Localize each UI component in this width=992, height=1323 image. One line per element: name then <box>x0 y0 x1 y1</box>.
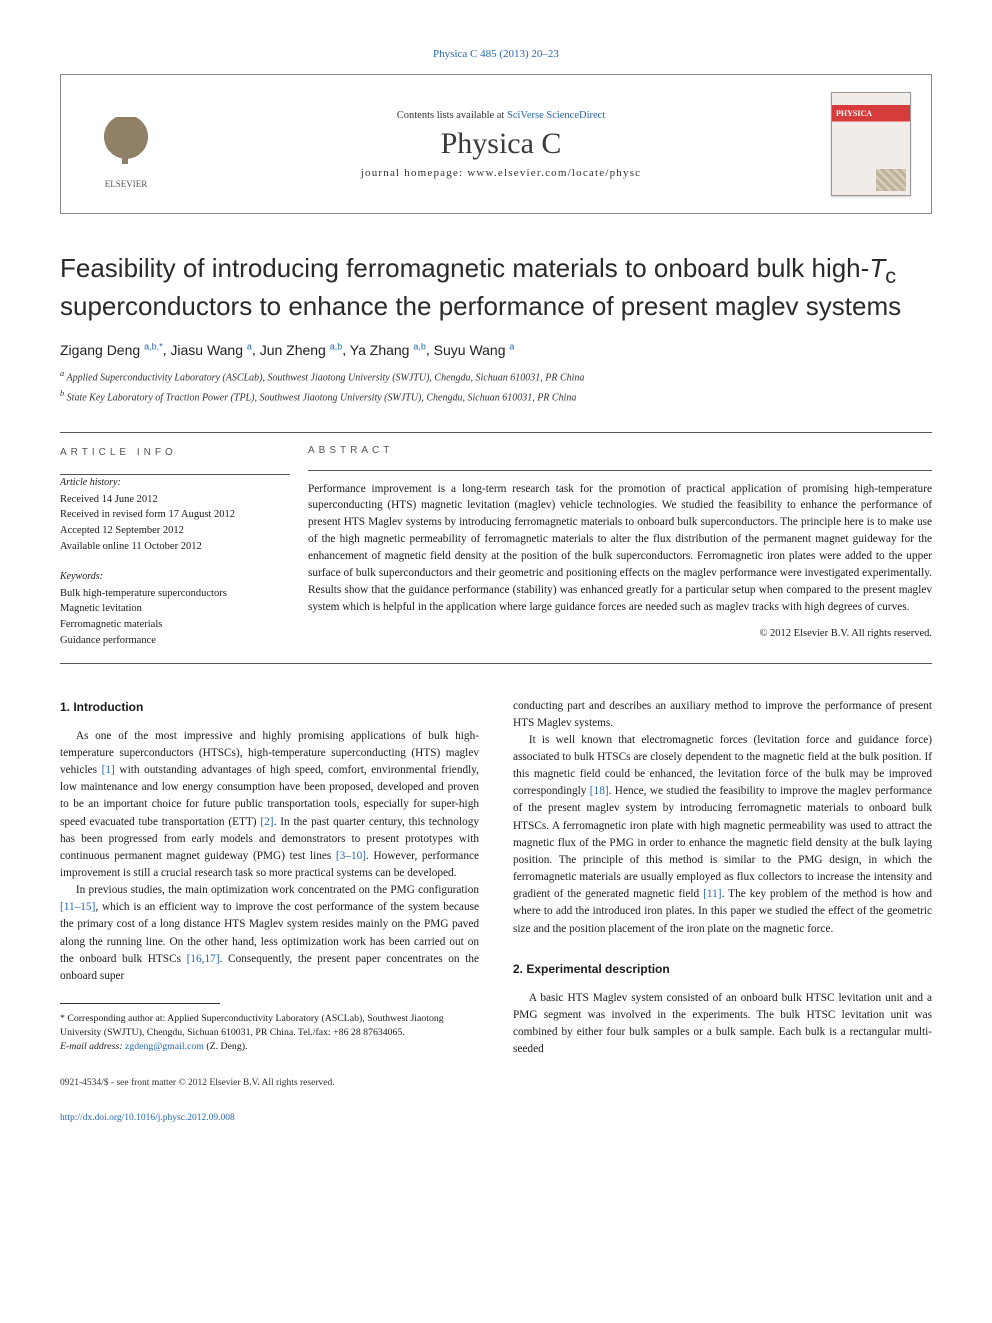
publisher-logo: ELSEVIER <box>61 75 191 213</box>
elsevier-tree-icon <box>95 117 157 179</box>
author: Zigang Deng a,b,* <box>60 342 163 358</box>
article-title: Feasibility of introducing ferromagnetic… <box>60 252 932 323</box>
history-date: Received 14 June 2012 <box>60 492 290 508</box>
corresponding-footnote: * Corresponding author at: Applied Super… <box>60 1012 479 1040</box>
abstract-text: Performance improvement is a long-term r… <box>308 481 932 617</box>
citation[interactable]: [18] <box>590 785 609 797</box>
doi-link[interactable]: http://dx.doi.org/10.1016/j.physc.2012.0… <box>60 1113 235 1123</box>
article-info-head: article info <box>60 445 290 460</box>
citation[interactable]: [16,17] <box>187 953 220 965</box>
history-date: Available online 11 October 2012 <box>60 539 290 555</box>
body-paragraph: It is well known that electromagnetic fo… <box>513 732 932 938</box>
journal-homepage: journal homepage: www.elsevier.com/locat… <box>361 167 642 179</box>
journal-title: Physica C <box>441 127 562 161</box>
abstract-head: abstract <box>308 445 932 456</box>
author-list: Zigang Deng a,b,*, Jiasu Wang a, Jun Zhe… <box>60 341 932 358</box>
body-paragraph: In previous studies, the main optimizati… <box>60 882 479 985</box>
keyword: Magnetic levitation <box>60 601 290 617</box>
citation[interactable]: [11] <box>703 888 721 900</box>
copyright-line: © 2012 Elsevier B.V. All rights reserved… <box>308 628 932 639</box>
email-footnote: E-mail address: zgdeng@gmail.com (Z. Den… <box>60 1040 479 1054</box>
footnote-rule <box>60 1003 220 1004</box>
history-date: Accepted 12 September 2012 <box>60 523 290 539</box>
section-heading: 1. Introduction <box>60 698 479 716</box>
history-head: Article history: <box>60 475 290 490</box>
affiliation: b State Key Laboratory of Traction Power… <box>60 388 932 406</box>
affiliation: a Applied Superconductivity Laboratory (… <box>60 368 932 386</box>
citation[interactable]: [3–10] <box>336 850 366 862</box>
section-heading: 2. Experimental description <box>513 960 932 978</box>
sciencedirect-link[interactable]: SciVerse ScienceDirect <box>507 110 605 121</box>
author: Jun Zheng a,b <box>260 342 343 358</box>
journal-cover-thumbnail <box>831 92 911 196</box>
citation[interactable]: [1] <box>102 764 115 776</box>
article-body: 1. Introduction As one of the most impre… <box>60 698 932 1125</box>
citation[interactable]: [11–15] <box>60 901 95 913</box>
contents-listing: Contents lists available at SciVerse Sci… <box>397 110 605 121</box>
publisher-name: ELSEVIER <box>105 179 148 189</box>
body-paragraph: As one of the most impressive and highly… <box>60 728 479 882</box>
body-paragraph: A basic HTS Maglev system consisted of a… <box>513 990 932 1059</box>
keyword: Bulk high-temperature superconductors <box>60 586 290 602</box>
body-paragraph: conducting part and describes an auxilia… <box>513 698 932 732</box>
journal-header-box: ELSEVIER Contents lists available at Sci… <box>60 74 932 214</box>
citation[interactable]: [2] <box>260 816 273 828</box>
keyword: Guidance performance <box>60 633 290 649</box>
keyword: Ferromagnetic materials <box>60 617 290 633</box>
email-link[interactable]: zgdeng@gmail.com <box>125 1041 204 1052</box>
article-meta-block: article info Article history: Received 1… <box>60 432 932 664</box>
author: Suyu Wang a <box>434 342 515 358</box>
keywords-head: Keywords: <box>60 569 290 584</box>
footer-issn: 0921-4534/$ - see front matter © 2012 El… <box>60 1077 479 1090</box>
history-date: Received in revised form 17 August 2012 <box>60 507 290 523</box>
author: Ya Zhang a,b <box>350 342 426 358</box>
journal-locator: Physica C 485 (2013) 20–23 <box>60 48 932 60</box>
author: Jiasu Wang a <box>170 342 252 358</box>
